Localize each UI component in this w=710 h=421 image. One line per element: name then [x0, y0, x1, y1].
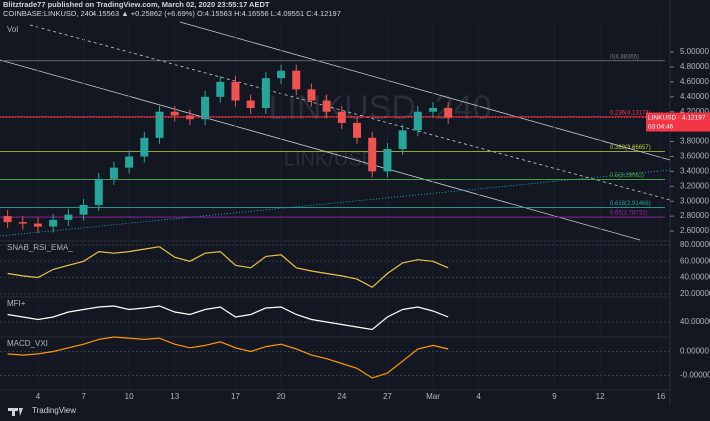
- indicator-line: [7, 246, 449, 289]
- x-tick-label: 12: [596, 392, 605, 401]
- candle-body: [64, 214, 73, 220]
- indicator-line: [7, 336, 449, 379]
- watermark-sub: LINK/USD: [284, 148, 376, 170]
- x-tick-label: 4: [36, 392, 41, 401]
- y-tick-label: 80.00000: [680, 240, 710, 249]
- candle-body: [216, 81, 225, 97]
- y-tick-label: 4.20000: [680, 107, 709, 116]
- last-price-label: LINKUSD · 4.12197: [648, 114, 706, 121]
- x-tick-label: 16: [656, 392, 665, 401]
- y-tick-label: 2.80000: [680, 211, 709, 220]
- candle-body: [307, 89, 316, 101]
- candle-body: [33, 223, 42, 227]
- candle-body: [322, 100, 331, 112]
- fib-label: 0(4.88365): [610, 54, 639, 60]
- candle-body: [337, 111, 346, 123]
- y-tick-label: 3.60000: [680, 152, 709, 161]
- candle-body: [428, 108, 437, 112]
- fib-label: 0.5(3.29062): [610, 173, 644, 179]
- x-tick-label: 13: [170, 392, 179, 401]
- candle-body: [201, 96, 210, 120]
- fib-label: 0.65(2.78732): [610, 211, 647, 217]
- pane-label: Vol: [7, 25, 18, 34]
- candle-body: [444, 108, 453, 118]
- x-tick-label: 10: [125, 392, 134, 401]
- fib-label: 0.618(2.91466): [610, 201, 651, 207]
- x-tick-label: 7: [81, 392, 86, 401]
- candle-body: [353, 122, 362, 138]
- indicator-name: MACD_VXI: [7, 339, 48, 348]
- candle-body: [140, 137, 149, 157]
- y-tick-label: 20.00000: [680, 289, 710, 298]
- x-tick-label: 9: [552, 392, 557, 401]
- fib-label: 0.236(4.13174): [610, 110, 651, 116]
- publisher: Blitztrade77 published on TradingView.co…: [3, 0, 270, 9]
- candle-body: [246, 100, 255, 108]
- watermark: LINKUSD, 240: [269, 89, 492, 127]
- y-tick-label: 3.20000: [680, 181, 709, 190]
- y-tick-label: 0.00000: [680, 347, 709, 356]
- trend-line: [29, 24, 671, 201]
- y-tick-label: -0.00000: [680, 371, 710, 380]
- y-tick-label: 5.00000: [680, 47, 709, 56]
- y-tick-label: 60.00000: [680, 256, 710, 265]
- candle-body: [18, 222, 27, 224]
- candle-body: [155, 111, 164, 138]
- y-tick-label: 4.40000: [680, 92, 709, 101]
- logo: TradingView: [32, 406, 76, 415]
- y-tick-label: 3.40000: [680, 166, 709, 175]
- x-tick-label: 20: [277, 392, 286, 401]
- y-tick-label: 3.00000: [680, 196, 709, 205]
- x-tick-label: 24: [337, 392, 346, 401]
- x-tick-label: 27: [383, 392, 392, 401]
- y-tick-label: 3.80000: [680, 137, 709, 146]
- x-tick-label: 4: [476, 392, 481, 401]
- indicator-line: [7, 305, 449, 331]
- y-tick-label: 4.60000: [680, 77, 709, 86]
- candle-body: [231, 81, 240, 101]
- x-tick-label: 17: [231, 392, 240, 401]
- indicator-name: MFI+: [7, 299, 26, 308]
- candle-body: [277, 70, 286, 79]
- logo-icon: [8, 408, 23, 416]
- candle-body: [125, 156, 134, 168]
- y-tick-label: 40.00000: [680, 317, 710, 326]
- candle-body: [94, 178, 103, 205]
- symbol: COINBASE:LINKUSD, 240: [3, 9, 93, 18]
- trend-lines: [0, 21, 671, 241]
- candle-body: [109, 167, 118, 179]
- x-tick-label: Mar: [426, 392, 440, 401]
- candle-body: [292, 70, 301, 90]
- candle-body: [3, 216, 12, 223]
- candle-body: [398, 130, 407, 150]
- candle-body: [261, 78, 270, 108]
- trend-line: [0, 169, 671, 237]
- candle-body: [383, 149, 392, 172]
- candle-body: [368, 137, 377, 172]
- y-tick-label: 2.60000: [680, 226, 709, 235]
- indicator-name: SNAB_RSI_EMA_: [7, 243, 73, 252]
- candle-body: [170, 111, 179, 116]
- quote: 4.15563 ▲ +0.25862 (+6.69%) O:4.15563 H:…: [92, 9, 341, 18]
- last-price-box: [646, 112, 710, 132]
- y-tick-label: 4.80000: [680, 62, 709, 71]
- countdown: 03:04:46: [648, 123, 674, 130]
- trend-line: [0, 59, 641, 241]
- trend-line: [179, 21, 671, 161]
- y-tick-label: 40.00000: [680, 273, 710, 282]
- candle-body: [49, 219, 58, 227]
- candle-body: [413, 111, 422, 131]
- fib-label: 0.382(3.66657): [610, 145, 651, 151]
- candle-body: [79, 204, 88, 215]
